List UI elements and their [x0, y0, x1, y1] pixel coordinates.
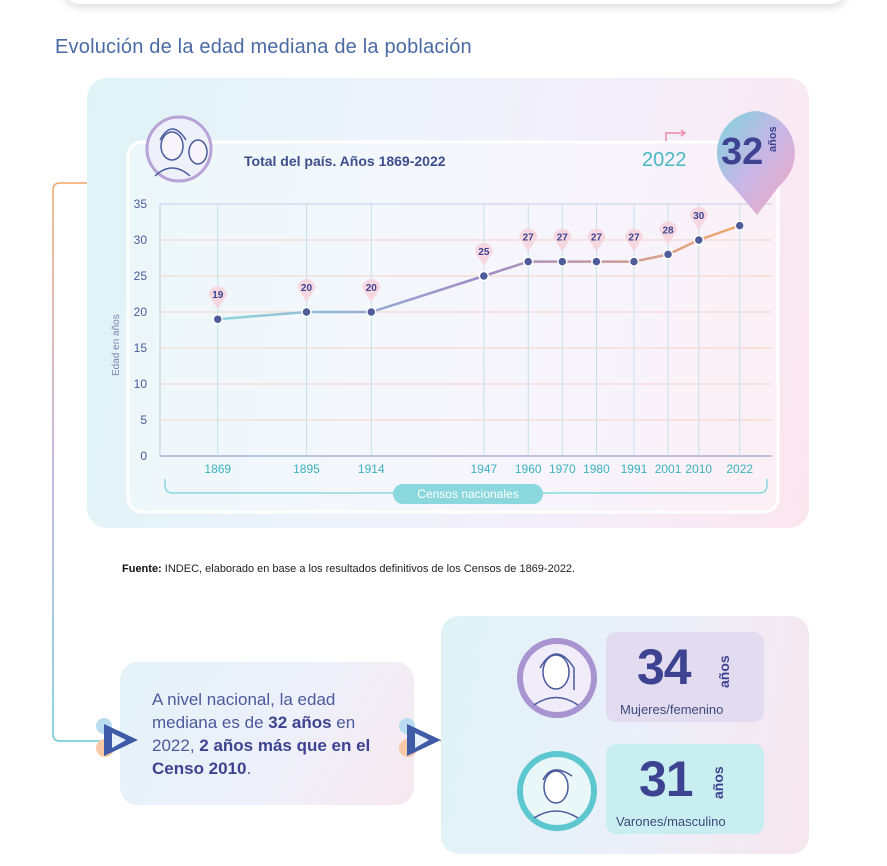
data-point [522, 256, 534, 267]
y-tick-label: 10 [134, 377, 148, 391]
x-tick-label: 1914 [358, 462, 385, 476]
data-point [478, 270, 490, 282]
x-tick-label: 1960 [515, 462, 542, 476]
data-label: 19 [212, 290, 224, 301]
data-label-badge [474, 243, 493, 266]
x-tick-label: 1970 [549, 462, 576, 476]
y-tick-label: 30 [134, 233, 148, 247]
data-label-badge [553, 228, 572, 252]
data-point [628, 256, 640, 267]
source-note: Fuente: INDEC, elaborado en base a los r… [122, 563, 575, 575]
data-label-badge [587, 228, 606, 252]
x-tick-label: 2022 [726, 462, 753, 476]
summary-bold1: 32 años [268, 713, 332, 732]
summary-bold2: 2 años más que en el Censo 2010 [152, 736, 371, 778]
y-tick-label: 5 [140, 413, 147, 427]
data-label-badge [519, 228, 538, 252]
x-tick-label: 1869 [204, 462, 231, 476]
y-tick-label: 15 [134, 341, 148, 355]
x-tick-label: 1947 [470, 462, 497, 476]
data-label: 27 [591, 233, 603, 244]
data-label: 30 [693, 211, 705, 222]
data-label: 20 [366, 283, 378, 294]
highlight-unit: años [767, 126, 779, 152]
data-label-badge [362, 279, 381, 302]
women-label: Mujeres/femenino [620, 702, 724, 717]
y-tick-label: 0 [140, 449, 147, 463]
summary-part2: en 2022, [152, 713, 356, 755]
x-tick-label: 1895 [293, 462, 320, 476]
x-tick-label: 2010 [685, 462, 712, 476]
summary-text: A nivel nacional, la edad mediana es de … [152, 688, 402, 780]
data-point [591, 256, 602, 267]
page-title: Evolución de la edad mediana de la pobla… [55, 36, 472, 58]
chart-subtitle: Total del país. Años 1869-2022 [244, 153, 446, 169]
data-label-badge [659, 221, 678, 245]
data-label: 20 [301, 283, 313, 294]
x-axis-label: Censos nacionales [393, 484, 543, 504]
data-label-badge [624, 228, 643, 252]
data-point [693, 234, 705, 246]
women-value: 34 [637, 639, 692, 695]
women-unit: años [716, 655, 732, 688]
source-label: Fuente: [122, 563, 162, 575]
y-tick-label: 20 [134, 305, 148, 319]
y-axis-label: Edad en años [111, 314, 122, 376]
men-value: 31 [639, 751, 694, 807]
men-stat-box [606, 744, 764, 834]
men-label: Varones/masculino [616, 814, 726, 829]
x-tick-label: 2001 [655, 462, 682, 476]
data-point [301, 306, 312, 318]
y-tick-label: 25 [134, 269, 148, 283]
source-text: INDEC, elaborado en base a los resultado… [164, 563, 576, 575]
top-card-edge [62, 0, 848, 4]
chart-frame [126, 140, 780, 514]
data-label-badge [297, 279, 316, 302]
data-label-badge [689, 207, 708, 230]
summary-part3: . [246, 759, 252, 778]
data-label: 27 [628, 233, 640, 244]
data-label: 25 [478, 247, 490, 258]
women-stat-box [606, 632, 764, 722]
data-point [662, 249, 674, 260]
data-point [212, 313, 224, 325]
men-unit: años [710, 766, 726, 799]
summary-part1: A nivel nacional, la edad mediana es de [152, 690, 336, 732]
data-point [366, 306, 377, 318]
data-point [557, 256, 568, 267]
data-point [734, 220, 745, 231]
data-label: 27 [523, 233, 535, 244]
data-label: 27 [557, 233, 569, 244]
highlight-year: 2022 [642, 149, 687, 171]
data-label-badge [208, 286, 227, 310]
data-label: 28 [663, 225, 675, 236]
x-tick-label: 1991 [621, 462, 648, 476]
x-tick-label: 1980 [583, 462, 610, 476]
highlight-value: 32 [721, 131, 764, 173]
summary-card [120, 662, 414, 805]
y-tick-label: 35 [134, 197, 148, 211]
